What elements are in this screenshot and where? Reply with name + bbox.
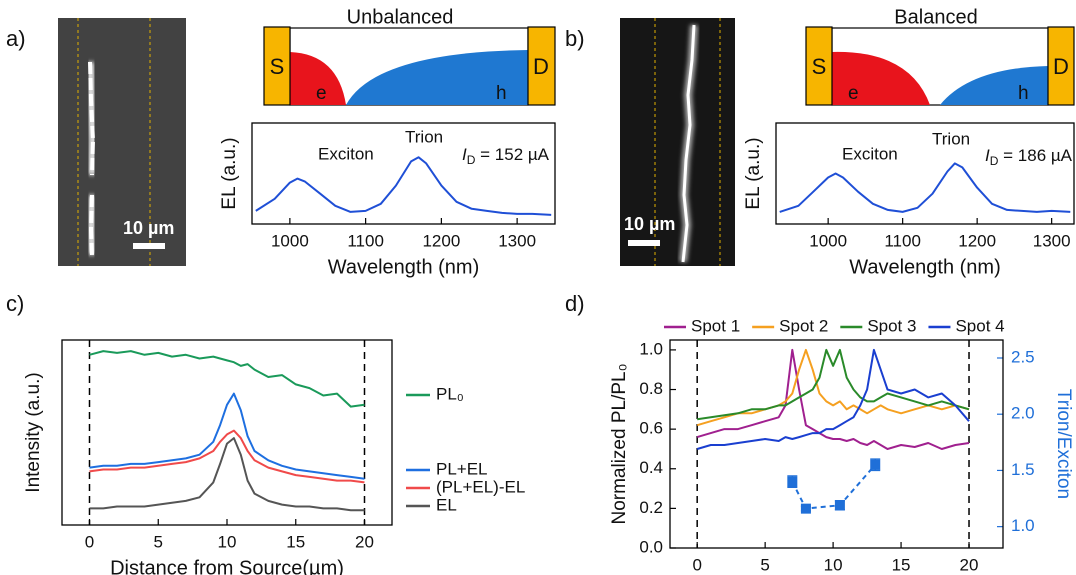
x-tick-label: 1300	[498, 231, 536, 250]
data-line	[89, 350, 365, 408]
current-label: ID = 152 µA	[462, 145, 550, 167]
y-axis-label: EL (a.u.)	[219, 137, 240, 209]
x-tick-label: 0	[85, 532, 94, 551]
y-axis-label: Normalized PL/PL₀	[609, 363, 630, 524]
data-line	[779, 162, 1071, 213]
annotation: Trion	[932, 129, 970, 148]
x-tick-label: 1000	[271, 231, 309, 250]
y-tick-label: 0.8	[639, 379, 663, 398]
schematic: Unbalanced S D e h	[263, 6, 556, 106]
current-value: = 152 µA	[475, 145, 549, 164]
drain-label: D	[1053, 54, 1069, 79]
legend-label: Spot 1	[691, 316, 740, 335]
legend-label: Spot 4	[955, 316, 1004, 335]
schematic-title: Balanced	[894, 6, 977, 28]
data-line	[89, 437, 365, 512]
current-symbol: I	[985, 146, 990, 165]
data-point	[870, 459, 881, 470]
plot-frame	[669, 339, 1004, 549]
x-tick-label: 20	[960, 555, 979, 574]
drain-label: D	[533, 54, 549, 79]
x-tick-label: 1200	[958, 231, 996, 250]
hole-label: h	[496, 83, 507, 104]
y-tick-label: 1.0	[639, 339, 663, 358]
legend-label: EL	[436, 495, 457, 514]
y-axis-label: Intensity (a.u.)	[23, 372, 44, 492]
panel-label: a)	[6, 26, 26, 51]
x-tick-label: 1200	[422, 231, 460, 250]
data-point	[800, 503, 811, 514]
current-symbol: I	[462, 145, 467, 164]
current-subscript: D	[467, 153, 476, 167]
data-line	[255, 156, 552, 216]
x-tick-label: 1300	[1033, 231, 1071, 250]
micrograph: 10 µm	[620, 18, 735, 266]
schematic: Balanced S D e h	[805, 6, 1075, 106]
micrograph: 10 µm	[58, 18, 186, 266]
current-value: = 186 µA	[998, 146, 1072, 165]
data-point	[787, 476, 798, 487]
y-tick-label: 0.6	[639, 419, 663, 438]
x-tick-label: 1000	[809, 231, 847, 250]
plot-frame	[775, 122, 1075, 225]
hole-label: h	[1018, 83, 1029, 104]
legend-label: Spot 3	[867, 316, 916, 335]
schematic-title: Unbalanced	[347, 6, 454, 28]
plot-frame	[61, 339, 393, 526]
plot-frame	[251, 122, 556, 225]
x-tick-label: 0	[692, 555, 701, 574]
x-tick-label: 5	[760, 555, 769, 574]
legend-label: Spot 2	[779, 316, 828, 335]
data-line	[696, 348, 970, 427]
scale-bar-label: 10 µm	[123, 218, 174, 238]
x-axis-label: Wavelength (nm)	[849, 256, 1001, 278]
x-tick-label: 15	[892, 555, 911, 574]
x-tick-label: 10	[824, 555, 843, 574]
current-subscript: D	[990, 154, 999, 168]
current-label: ID = 186 µA	[985, 146, 1073, 168]
y-tick-label: 0.0	[639, 537, 663, 556]
legend-label: PL₀	[436, 384, 464, 403]
data-line	[89, 429, 365, 484]
legend-label: (PL+EL)-EL	[436, 477, 525, 496]
x-tick-label: 15	[286, 532, 305, 551]
x-axis-label: Wavelength (nm)	[328, 256, 480, 278]
data-line	[696, 348, 970, 450]
source-label: S	[812, 54, 827, 79]
scale-bar-label: 10 µm	[624, 214, 675, 234]
panel-label: d)	[565, 291, 585, 316]
y-axis-label: EL (a.u.)	[743, 137, 764, 209]
x-tick-label: 10	[218, 532, 237, 551]
y-tick-label: 0.4	[639, 458, 663, 477]
x-tick-label: 20	[355, 532, 374, 551]
source-label: S	[270, 54, 285, 79]
x-tick-label: 5	[154, 532, 163, 551]
y2-axis-label: Trion/Exciton	[1053, 389, 1074, 499]
electron-label: e	[316, 83, 327, 104]
annotation: Exciton	[318, 144, 374, 163]
x-axis-label: Distance from Source(µm)	[110, 557, 344, 575]
y-tick-label: 0.2	[639, 498, 663, 517]
annotation: Exciton	[842, 144, 898, 163]
electron-label: e	[848, 83, 859, 104]
y2-tick-label: 1.0	[1011, 516, 1035, 535]
panel-label: c)	[6, 291, 24, 316]
data-line	[791, 464, 876, 510]
data-point	[834, 500, 845, 511]
x-tick-label: 1100	[347, 231, 384, 250]
annotation: Trion	[405, 127, 443, 146]
legend-label: PL+EL	[436, 459, 488, 478]
data-line	[697, 348, 970, 421]
y2-tick-label: 1.5	[1011, 460, 1035, 479]
panel-label: b)	[565, 26, 585, 51]
data-line	[89, 392, 365, 480]
y2-tick-label: 2.0	[1011, 404, 1035, 423]
y2-tick-label: 2.5	[1011, 347, 1035, 366]
x-tick-label: 1100	[884, 231, 921, 250]
data-line	[696, 348, 970, 450]
